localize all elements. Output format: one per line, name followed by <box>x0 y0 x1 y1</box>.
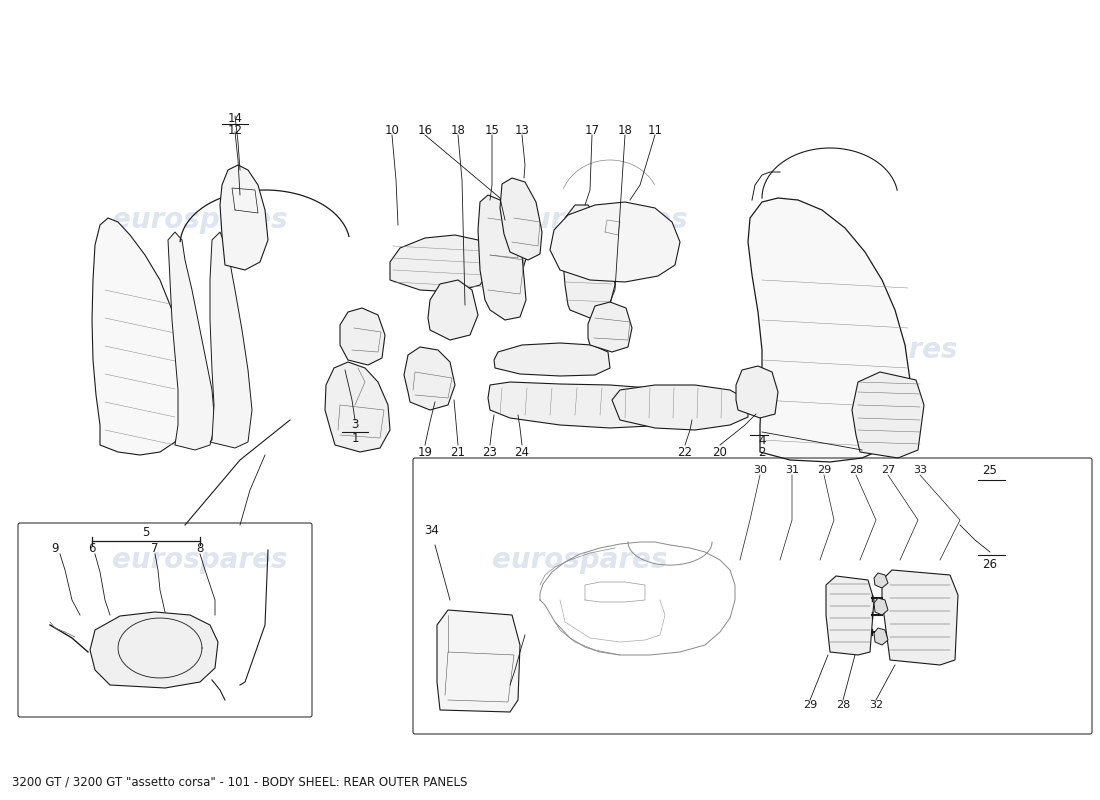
Text: 29: 29 <box>817 465 832 475</box>
Text: 12: 12 <box>228 123 242 137</box>
Text: 33: 33 <box>913 465 927 475</box>
Polygon shape <box>324 362 390 452</box>
Text: 1: 1 <box>351 431 359 445</box>
Text: 21: 21 <box>451 446 465 458</box>
Text: 11: 11 <box>648 123 662 137</box>
Text: 29: 29 <box>803 700 817 710</box>
Text: 26: 26 <box>982 558 998 571</box>
Text: 20: 20 <box>713 446 727 458</box>
Text: 16: 16 <box>418 123 432 137</box>
Text: 30: 30 <box>754 465 767 475</box>
Text: 28: 28 <box>849 465 864 475</box>
Polygon shape <box>478 195 526 320</box>
Polygon shape <box>220 165 268 270</box>
Polygon shape <box>748 198 910 462</box>
Text: 2: 2 <box>758 446 766 458</box>
Polygon shape <box>588 302 632 352</box>
Polygon shape <box>550 202 680 282</box>
Text: 22: 22 <box>678 446 693 458</box>
Text: 32: 32 <box>869 700 883 710</box>
Polygon shape <box>500 178 542 260</box>
Text: 15: 15 <box>485 123 499 137</box>
Polygon shape <box>404 347 455 410</box>
Text: 10: 10 <box>385 123 399 137</box>
Polygon shape <box>90 612 218 688</box>
Polygon shape <box>852 372 924 458</box>
Polygon shape <box>210 232 252 448</box>
Text: eurospares: eurospares <box>782 336 958 364</box>
Polygon shape <box>826 576 875 655</box>
Text: eurospares: eurospares <box>513 206 688 234</box>
Text: 4: 4 <box>758 434 766 446</box>
Polygon shape <box>390 235 490 292</box>
Polygon shape <box>882 570 958 665</box>
Text: 34: 34 <box>425 523 439 537</box>
Text: 8: 8 <box>196 542 204 554</box>
Polygon shape <box>494 343 611 376</box>
Polygon shape <box>612 385 748 430</box>
Polygon shape <box>874 598 888 615</box>
Text: 13: 13 <box>515 123 529 137</box>
Text: 3200 GT / 3200 GT "assetto corsa" - 101 - BODY SHEEL: REAR OUTER PANELS: 3200 GT / 3200 GT "assetto corsa" - 101 … <box>12 775 468 789</box>
Polygon shape <box>736 366 778 418</box>
Text: eurospares: eurospares <box>493 546 668 574</box>
Text: 5: 5 <box>142 526 150 538</box>
Text: 7: 7 <box>152 542 158 554</box>
Text: 14: 14 <box>228 111 242 125</box>
Text: 3: 3 <box>351 418 359 431</box>
Polygon shape <box>488 382 700 428</box>
Polygon shape <box>874 628 888 645</box>
Text: eurospares: eurospares <box>112 546 288 574</box>
Polygon shape <box>437 610 520 712</box>
Text: 28: 28 <box>836 700 850 710</box>
Text: 31: 31 <box>785 465 799 475</box>
Text: 19: 19 <box>418 446 432 458</box>
Text: 6: 6 <box>88 542 96 554</box>
Text: eurospares: eurospares <box>112 206 288 234</box>
Polygon shape <box>483 226 528 278</box>
Text: 25: 25 <box>982 463 998 477</box>
Text: 23: 23 <box>483 446 497 458</box>
Polygon shape <box>340 308 385 365</box>
Text: 9: 9 <box>52 542 58 554</box>
Polygon shape <box>428 280 478 340</box>
Text: 27: 27 <box>881 465 895 475</box>
Text: 18: 18 <box>617 123 632 137</box>
Polygon shape <box>874 573 888 588</box>
Polygon shape <box>168 232 214 450</box>
Polygon shape <box>92 218 190 455</box>
Polygon shape <box>562 205 615 318</box>
Text: 18: 18 <box>451 123 465 137</box>
Text: 24: 24 <box>515 446 529 458</box>
Text: 17: 17 <box>584 123 600 137</box>
